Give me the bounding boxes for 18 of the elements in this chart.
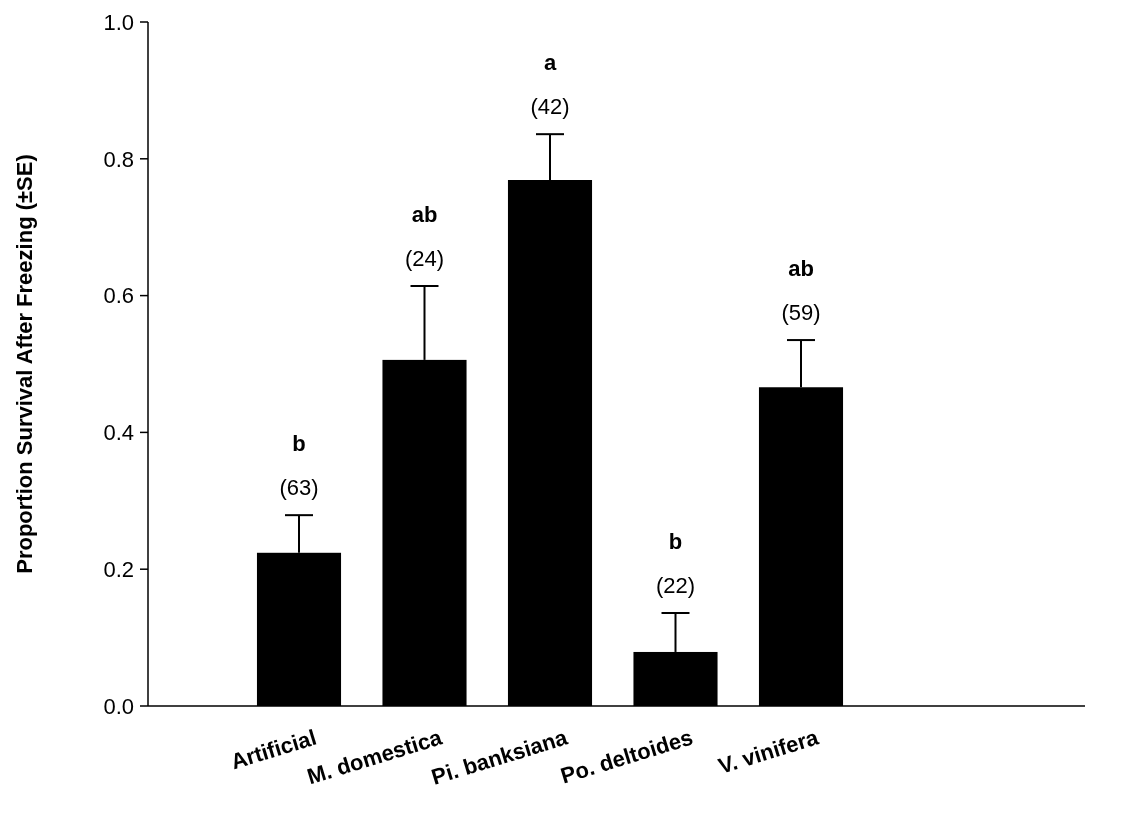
annotation: (42) <box>530 94 570 120</box>
annotation: b <box>668 528 683 554</box>
annotation: ab <box>788 256 814 282</box>
y-tick-label: 0.0 <box>103 693 134 719</box>
y-tick-label: 0.6 <box>103 283 134 309</box>
y-tick-label: 0.2 <box>103 556 134 582</box>
annotation: a <box>543 50 557 76</box>
annotation: ab <box>411 202 438 228</box>
annotation: (22) <box>655 572 696 598</box>
annotation: (24) <box>404 246 445 272</box>
y-axis-title: Proportion Survival After Freezing (±SE) <box>12 154 37 574</box>
annotation: (63) <box>279 475 319 501</box>
y-tick-label: 1.0 <box>103 9 134 35</box>
y-tick-label: 0.4 <box>103 420 134 446</box>
annotation: b <box>292 431 306 457</box>
x-tick-label: V. vinifera <box>715 724 823 779</box>
y-tick-label: 0.8 <box>103 146 134 172</box>
annotation: (59) <box>781 300 821 326</box>
